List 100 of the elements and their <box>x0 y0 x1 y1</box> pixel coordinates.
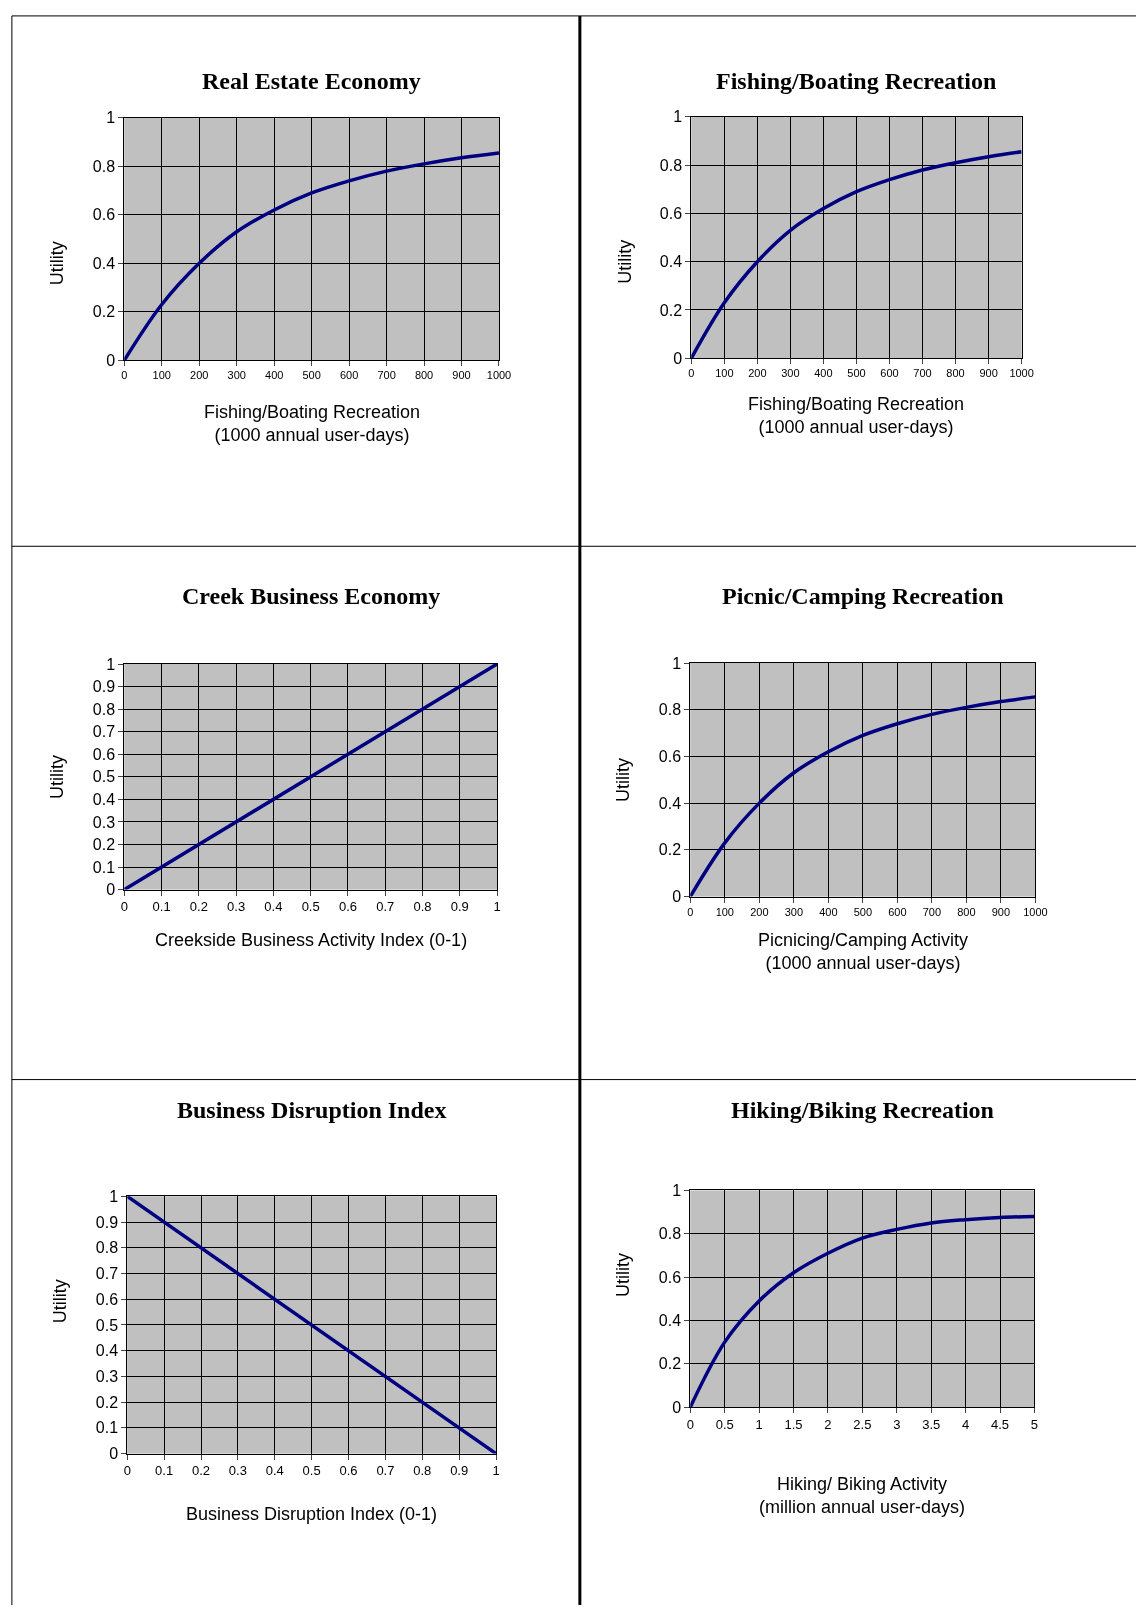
x-tick-label: 4.5 <box>990 1416 1010 1432</box>
x-tick-label: 0.9 <box>450 899 469 915</box>
y-tick-label: 0.3 <box>92 813 116 831</box>
y-tick-label: 0.5 <box>92 768 116 786</box>
x-tick-label: 400 <box>819 905 838 918</box>
y-tick-label: 0 <box>106 351 116 369</box>
x-axis-title: Creekside Business Activity Index (0-1) <box>155 930 468 950</box>
y-tick-label: 0.7 <box>95 1265 119 1283</box>
x-tick-label: 0.4 <box>265 1463 284 1479</box>
x-tick-label: 0.1 <box>152 899 171 915</box>
y-axis-title: Utility <box>47 241 68 286</box>
x-tick-label: 300 <box>781 367 800 380</box>
y-tick-label: 0.8 <box>659 156 683 174</box>
y-tick-label: 0.2 <box>95 1393 119 1411</box>
x-tick-label: 900 <box>991 905 1011 918</box>
y-tick-label: 0.4 <box>658 794 682 812</box>
x-tick-label: 500 <box>302 369 321 382</box>
x-tick-label: 0.6 <box>338 899 357 915</box>
x-tick-label: 0 <box>688 367 695 380</box>
x-tick-label: 0.5 <box>301 899 320 915</box>
x-tick-label: 0.3 <box>228 1463 247 1479</box>
x-tick-label: 600 <box>888 905 907 918</box>
x-tick-label: 0.8 <box>413 1463 432 1479</box>
x-tick-label: 900 <box>452 369 471 382</box>
x-tick-label: 400 <box>265 369 284 382</box>
chart-title: Real Estate Economy <box>202 68 421 94</box>
chart-title: Picnic/Camping Recreation <box>722 583 1004 609</box>
y-tick-label: 1 <box>106 655 116 673</box>
x-tick-label: 1.5 <box>784 1416 803 1432</box>
chart-title: Fishing/Boating Recreation <box>716 68 997 94</box>
y-tick-label: 0.2 <box>659 301 683 319</box>
y-tick-label: 0.9 <box>92 678 116 696</box>
y-axis-title: Utility <box>50 1279 71 1324</box>
y-tick-label: 0.4 <box>658 1312 682 1330</box>
x-tick-label: 0.8 <box>413 899 432 915</box>
x-tick-label: 0.7 <box>376 899 395 915</box>
y-tick-label: 1 <box>672 654 682 672</box>
y-tick-label: 0.3 <box>95 1368 119 1386</box>
x-tick-label: 1000 <box>1009 367 1034 380</box>
x-tick-label: 5 <box>1030 1416 1039 1432</box>
y-tick-label: 0.7 <box>92 723 116 741</box>
x-axis-title: Hiking/ Biking Activity (million annual user-days) <box>759 1474 966 1518</box>
y-tick-label: 0.8 <box>95 1239 119 1257</box>
x-tick-label: 0.4 <box>264 899 283 915</box>
line-series <box>690 695 1036 897</box>
y-axis-title: Utility <box>613 758 634 803</box>
x-tick-label: 3.5 <box>922 1416 941 1432</box>
x-tick-label: 200 <box>748 367 767 380</box>
y-tick-label: 0.4 <box>95 1342 119 1360</box>
y-tick-label: 1 <box>109 1187 119 1205</box>
y-tick-label: 0.8 <box>92 157 116 175</box>
line-series <box>690 1214 1035 1408</box>
y-axis-title: Utility <box>613 1253 634 1298</box>
y-tick-label: 0.8 <box>658 1225 682 1243</box>
chart-title: Hiking/Biking Recreation <box>731 1097 994 1123</box>
x-tick-label: 0 <box>686 1416 694 1432</box>
x-tick-label: 1 <box>755 1416 763 1432</box>
y-axis-title: Utility <box>614 239 635 284</box>
x-tick-label: 1 <box>493 899 501 915</box>
x-tick-label: 3 <box>893 1416 901 1432</box>
y-tick-label: 0.6 <box>92 206 116 224</box>
x-tick-label: 2.5 <box>853 1416 872 1432</box>
y-tick-label: 0.2 <box>658 841 682 859</box>
y-tick-label: 0.6 <box>659 205 683 223</box>
x-tick-label: 200 <box>750 905 769 918</box>
x-tick-label: 0.6 <box>339 1463 358 1479</box>
x-tick-label: 0.5 <box>302 1463 321 1479</box>
x-tick-label: 700 <box>377 369 396 382</box>
y-tick-label: 0 <box>672 1398 682 1416</box>
x-tick-label: 0.1 <box>155 1463 174 1479</box>
x-tick-label: 0.9 <box>450 1463 469 1479</box>
x-axis-title: Fishing/Boating Recreation (1000 annual user-days) <box>204 402 421 446</box>
x-tick-label: 100 <box>152 369 171 382</box>
x-tick-label: 400 <box>814 367 833 380</box>
x-tick-label: 300 <box>784 905 804 918</box>
y-tick-label: 0.2 <box>92 303 116 321</box>
x-axis-title: Business Disruption Index (0-1) <box>186 1504 438 1524</box>
y-tick-label: 0.4 <box>659 253 683 271</box>
y-tick-label: 0.6 <box>658 748 682 766</box>
y-tick-label: 0 <box>673 349 683 367</box>
x-tick-label: 600 <box>339 369 359 382</box>
x-tick-label: 300 <box>227 369 246 382</box>
x-axis-title: Picnicing/Camping Activity (1000 annual user-days) <box>758 930 969 974</box>
y-tick-label: 0.6 <box>92 745 116 763</box>
x-axis-title: Fishing/Boating Recreation (1000 annual user-days) <box>748 394 965 438</box>
x-tick-label: 100 <box>715 367 734 380</box>
y-tick-label: 1 <box>672 1182 682 1200</box>
x-tick-label: 0.5 <box>715 1416 734 1432</box>
x-tick-label: 500 <box>847 367 866 380</box>
y-tick-label: 0.2 <box>92 836 116 854</box>
x-tick-label: 700 <box>922 905 942 918</box>
x-tick-label: 700 <box>913 367 932 380</box>
y-tick-label: 0.8 <box>658 701 682 719</box>
chart-title: Business Disruption Index <box>177 1097 447 1123</box>
x-tick-label: 0 <box>121 369 128 382</box>
x-tick-label: 0 <box>123 1463 131 1479</box>
x-tick-label: 200 <box>190 369 209 382</box>
y-tick-label: 0.5 <box>95 1316 119 1334</box>
y-tick-label: 0 <box>109 1445 119 1463</box>
y-tick-label: 0.6 <box>95 1290 119 1308</box>
